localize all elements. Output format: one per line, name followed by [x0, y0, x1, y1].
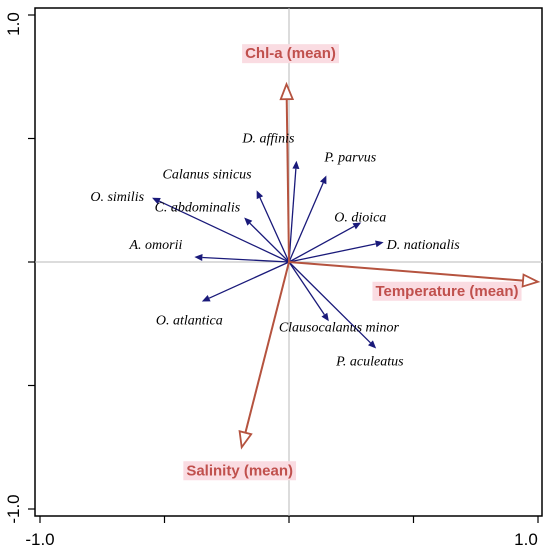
species-arrow-p-parvus: [288, 182, 324, 263]
species-arrows: [152, 160, 384, 349]
env-label-temperature-mean: Temperature (mean): [372, 281, 522, 301]
species-label-d-nationalis: D. nationalis: [386, 238, 461, 253]
environment-arrows: [238, 81, 541, 450]
species-label-c-abdominalis: C. abdominalis: [155, 201, 241, 216]
species-arrowhead-o-similis: [152, 197, 161, 205]
env-label-highlight: [242, 44, 339, 64]
species-arrow-o-similis: [159, 200, 290, 263]
species-arrowhead-p-aculeatus: [368, 340, 377, 349]
species-label-calanus-sinicus: Calanus sinicus: [163, 167, 253, 182]
env-arrow-temperature-mean: [288, 261, 524, 282]
species-arrowhead-d-affinis: [292, 160, 300, 169]
env-label-text-chl-a-mean: Chl-a (mean): [245, 45, 336, 62]
environment-labels: Chl-a (mean) Temperature (mean) Salinity (…: [183, 44, 522, 481]
x-tick-label: 1.0: [514, 530, 538, 549]
species-arrow-o-dioica: [288, 225, 355, 263]
axis-tick-labels: -1.0 1.0 1.0 -1.0: [4, 12, 538, 549]
axis-ticks: [28, 14, 539, 523]
env-arrow-chl-a-mean: [285, 99, 290, 263]
species-arrowhead-a-omorii: [194, 253, 203, 261]
env-label-highlight: [183, 461, 297, 481]
env-arrow-salinity-mean: [244, 261, 290, 433]
species-arrow-d-nationalis: [288, 243, 376, 263]
species-arrow-calanus-sinicus: [259, 197, 290, 263]
species-label-a-omorii: A. omorii: [128, 238, 182, 253]
species-label-clausocalanus-minor: Clausocalanus minor: [279, 320, 400, 335]
species-label-p-parvus: P. parvus: [323, 151, 376, 166]
species-label-o-atlantica: O. atlantica: [156, 314, 223, 329]
species-label-o-similis: O. similis: [90, 190, 144, 205]
env-label-salinity-mean: Salinity (mean): [183, 461, 297, 481]
species-arrowhead-o-atlantica: [201, 295, 211, 302]
env-label-text-temperature-mean: Temperature (mean): [375, 283, 518, 300]
env-arrowhead-temperature-mean: [521, 273, 541, 288]
species-arrowhead-p-parvus: [319, 175, 327, 185]
x-tick-label: -1.0: [25, 530, 54, 549]
species-arrowhead-calanus-sinicus: [256, 190, 264, 200]
y-tick-label: -1.0: [4, 494, 23, 523]
env-label-highlight: [372, 281, 522, 301]
species-arrowhead-d-nationalis: [375, 240, 384, 248]
species-arrowhead-clausocalanus-minor: [321, 312, 329, 322]
species-arrowhead-c-abdominalis: [244, 217, 253, 226]
species-arrow-p-aculeatus: [288, 261, 371, 344]
env-label-text-salinity-mean: Salinity (mean): [186, 462, 293, 479]
species-labels: D. affinis P. parvus Calanus sinicus C. abd…: [90, 132, 460, 370]
species-label-p-aculeatus: P. aculeatus: [335, 354, 404, 369]
species-label-d-affinis: D. affinis: [241, 132, 295, 147]
env-label-chl-a-mean: Chl-a (mean): [242, 44, 339, 64]
y-tick-label: 1.0: [4, 12, 23, 36]
species-arrow-o-atlantica: [208, 261, 290, 299]
species-arrow-a-omorii: [202, 256, 290, 263]
species-label-o-dioica: O. dioica: [334, 210, 386, 225]
species-arrow-clausocalanus-minor: [288, 261, 325, 316]
species-arrowhead-o-dioica: [352, 222, 362, 230]
species-arrow-c-abdominalis: [249, 222, 290, 263]
env-arrowhead-chl-a-mean: [279, 81, 295, 101]
species-arrow-d-affinis: [288, 168, 297, 263]
env-arrowhead-salinity-mean: [238, 430, 253, 450]
